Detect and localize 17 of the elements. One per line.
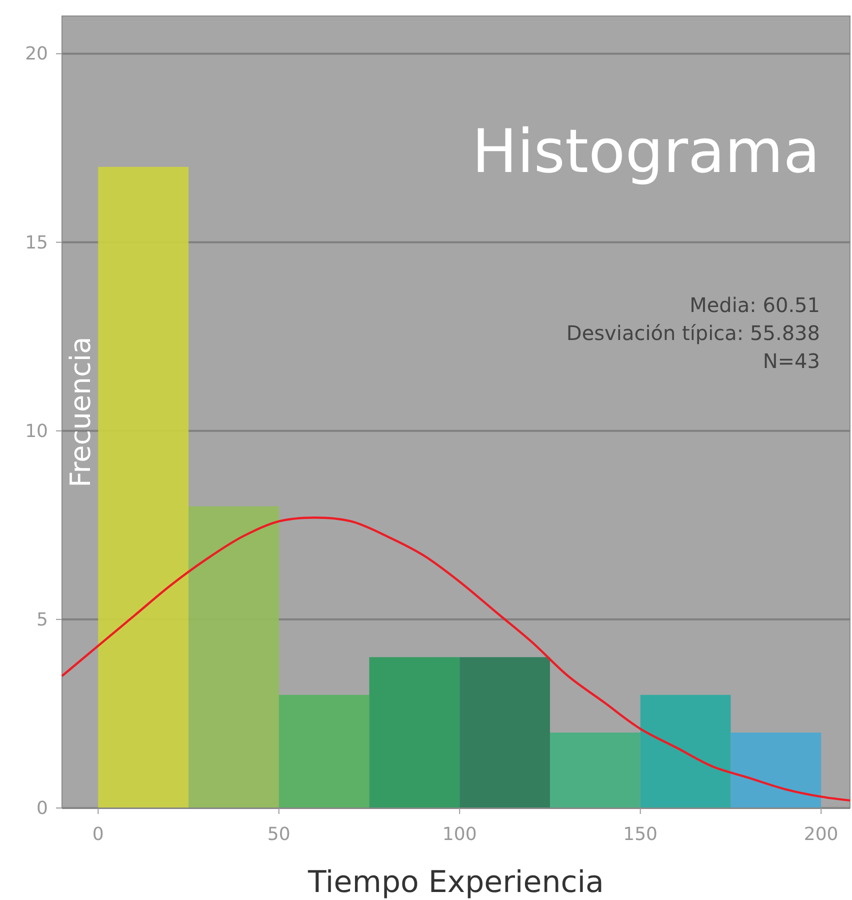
annotation: Desviación típica: 55.838 [566, 321, 820, 345]
text: Histograma [472, 117, 820, 187]
x-tick-label: 150 [623, 824, 658, 845]
y-tick-label: 15 [25, 232, 48, 254]
x-axis-title: Tiempo Experiencia [307, 865, 604, 900]
y-tick-label: 10 [25, 420, 48, 442]
line-series [60, 516, 852, 802]
annotation: N=43 [762, 349, 820, 373]
x-tick-label: 200 [804, 824, 838, 845]
x-tick-label: 100 [442, 824, 477, 845]
y-tick-label: 0 [36, 798, 48, 819]
x-tick-label: 50 [267, 824, 290, 845]
x-tick-label: 0 [92, 824, 104, 845]
y-tick-label: 20 [25, 44, 48, 65]
y-tick-label: 5 [36, 609, 48, 630]
annotation: Media: 60.51 [690, 293, 820, 317]
y-axis-title: Frecuencia [64, 336, 97, 488]
